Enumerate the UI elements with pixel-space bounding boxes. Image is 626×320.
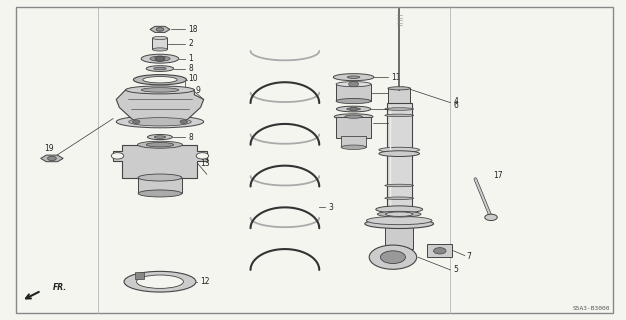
Circle shape <box>111 153 124 159</box>
Ellipse shape <box>141 88 178 92</box>
Ellipse shape <box>150 56 170 61</box>
Text: 3: 3 <box>329 203 334 212</box>
Ellipse shape <box>133 75 187 85</box>
Ellipse shape <box>141 54 178 63</box>
Polygon shape <box>150 26 170 32</box>
Bar <box>341 136 366 147</box>
Ellipse shape <box>154 67 167 70</box>
Ellipse shape <box>116 116 203 128</box>
Circle shape <box>180 120 187 124</box>
Circle shape <box>133 120 140 124</box>
Ellipse shape <box>347 108 361 110</box>
Ellipse shape <box>376 206 423 213</box>
Ellipse shape <box>336 99 371 104</box>
Ellipse shape <box>365 219 434 228</box>
Bar <box>428 244 453 257</box>
Text: 10: 10 <box>188 74 198 83</box>
Ellipse shape <box>333 74 374 81</box>
Text: S5A3-B3000: S5A3-B3000 <box>572 306 610 311</box>
Text: 8: 8 <box>188 64 193 73</box>
Ellipse shape <box>146 66 173 71</box>
Text: 11: 11 <box>391 73 401 82</box>
Ellipse shape <box>138 174 182 181</box>
Ellipse shape <box>347 76 360 78</box>
Ellipse shape <box>155 136 166 138</box>
Ellipse shape <box>379 147 419 152</box>
Text: 12: 12 <box>200 277 210 286</box>
Circle shape <box>369 245 417 269</box>
Ellipse shape <box>385 197 414 199</box>
Circle shape <box>485 214 497 220</box>
Ellipse shape <box>148 134 172 140</box>
Text: 15: 15 <box>391 105 401 114</box>
Circle shape <box>155 56 165 61</box>
Circle shape <box>196 153 208 159</box>
Ellipse shape <box>336 82 371 87</box>
Bar <box>336 84 371 101</box>
Ellipse shape <box>153 36 168 40</box>
Ellipse shape <box>386 212 413 216</box>
Text: 13: 13 <box>200 159 210 168</box>
Text: FR.: FR. <box>53 283 66 292</box>
Bar <box>138 174 182 194</box>
Polygon shape <box>113 145 207 178</box>
Text: 5: 5 <box>454 265 458 275</box>
Ellipse shape <box>385 108 414 110</box>
Bar <box>387 103 412 208</box>
Text: 18: 18 <box>188 25 198 34</box>
Ellipse shape <box>385 184 414 187</box>
Text: 2: 2 <box>188 39 193 48</box>
Ellipse shape <box>366 216 432 225</box>
Polygon shape <box>116 90 203 122</box>
Ellipse shape <box>341 145 366 149</box>
Ellipse shape <box>336 106 371 112</box>
Text: 14: 14 <box>391 88 401 97</box>
Ellipse shape <box>143 76 177 83</box>
Bar <box>336 117 371 138</box>
Text: 8: 8 <box>188 132 193 141</box>
Ellipse shape <box>126 86 194 94</box>
Polygon shape <box>135 272 145 278</box>
Polygon shape <box>41 155 63 162</box>
Ellipse shape <box>345 115 362 118</box>
Circle shape <box>434 248 446 254</box>
Text: 6: 6 <box>454 101 458 110</box>
Bar <box>153 38 168 50</box>
Ellipse shape <box>385 114 414 117</box>
Ellipse shape <box>138 190 182 197</box>
Text: 1: 1 <box>188 54 193 63</box>
Circle shape <box>350 107 357 111</box>
Circle shape <box>156 28 164 31</box>
Text: 9: 9 <box>195 86 200 95</box>
Ellipse shape <box>146 142 173 147</box>
Bar <box>386 214 413 249</box>
Ellipse shape <box>377 211 421 217</box>
Ellipse shape <box>129 118 191 126</box>
Bar <box>388 88 411 103</box>
Text: 4: 4 <box>454 97 458 106</box>
Circle shape <box>349 82 359 87</box>
Ellipse shape <box>124 271 196 292</box>
Ellipse shape <box>153 48 168 51</box>
Ellipse shape <box>334 114 373 120</box>
Text: 16: 16 <box>391 118 401 128</box>
Text: 17: 17 <box>493 172 503 180</box>
Ellipse shape <box>388 87 411 90</box>
Circle shape <box>381 251 406 264</box>
Circle shape <box>48 156 56 161</box>
Text: 19: 19 <box>44 144 54 153</box>
Ellipse shape <box>136 275 183 288</box>
Ellipse shape <box>379 151 419 156</box>
Ellipse shape <box>138 141 182 148</box>
Text: 7: 7 <box>466 252 471 261</box>
